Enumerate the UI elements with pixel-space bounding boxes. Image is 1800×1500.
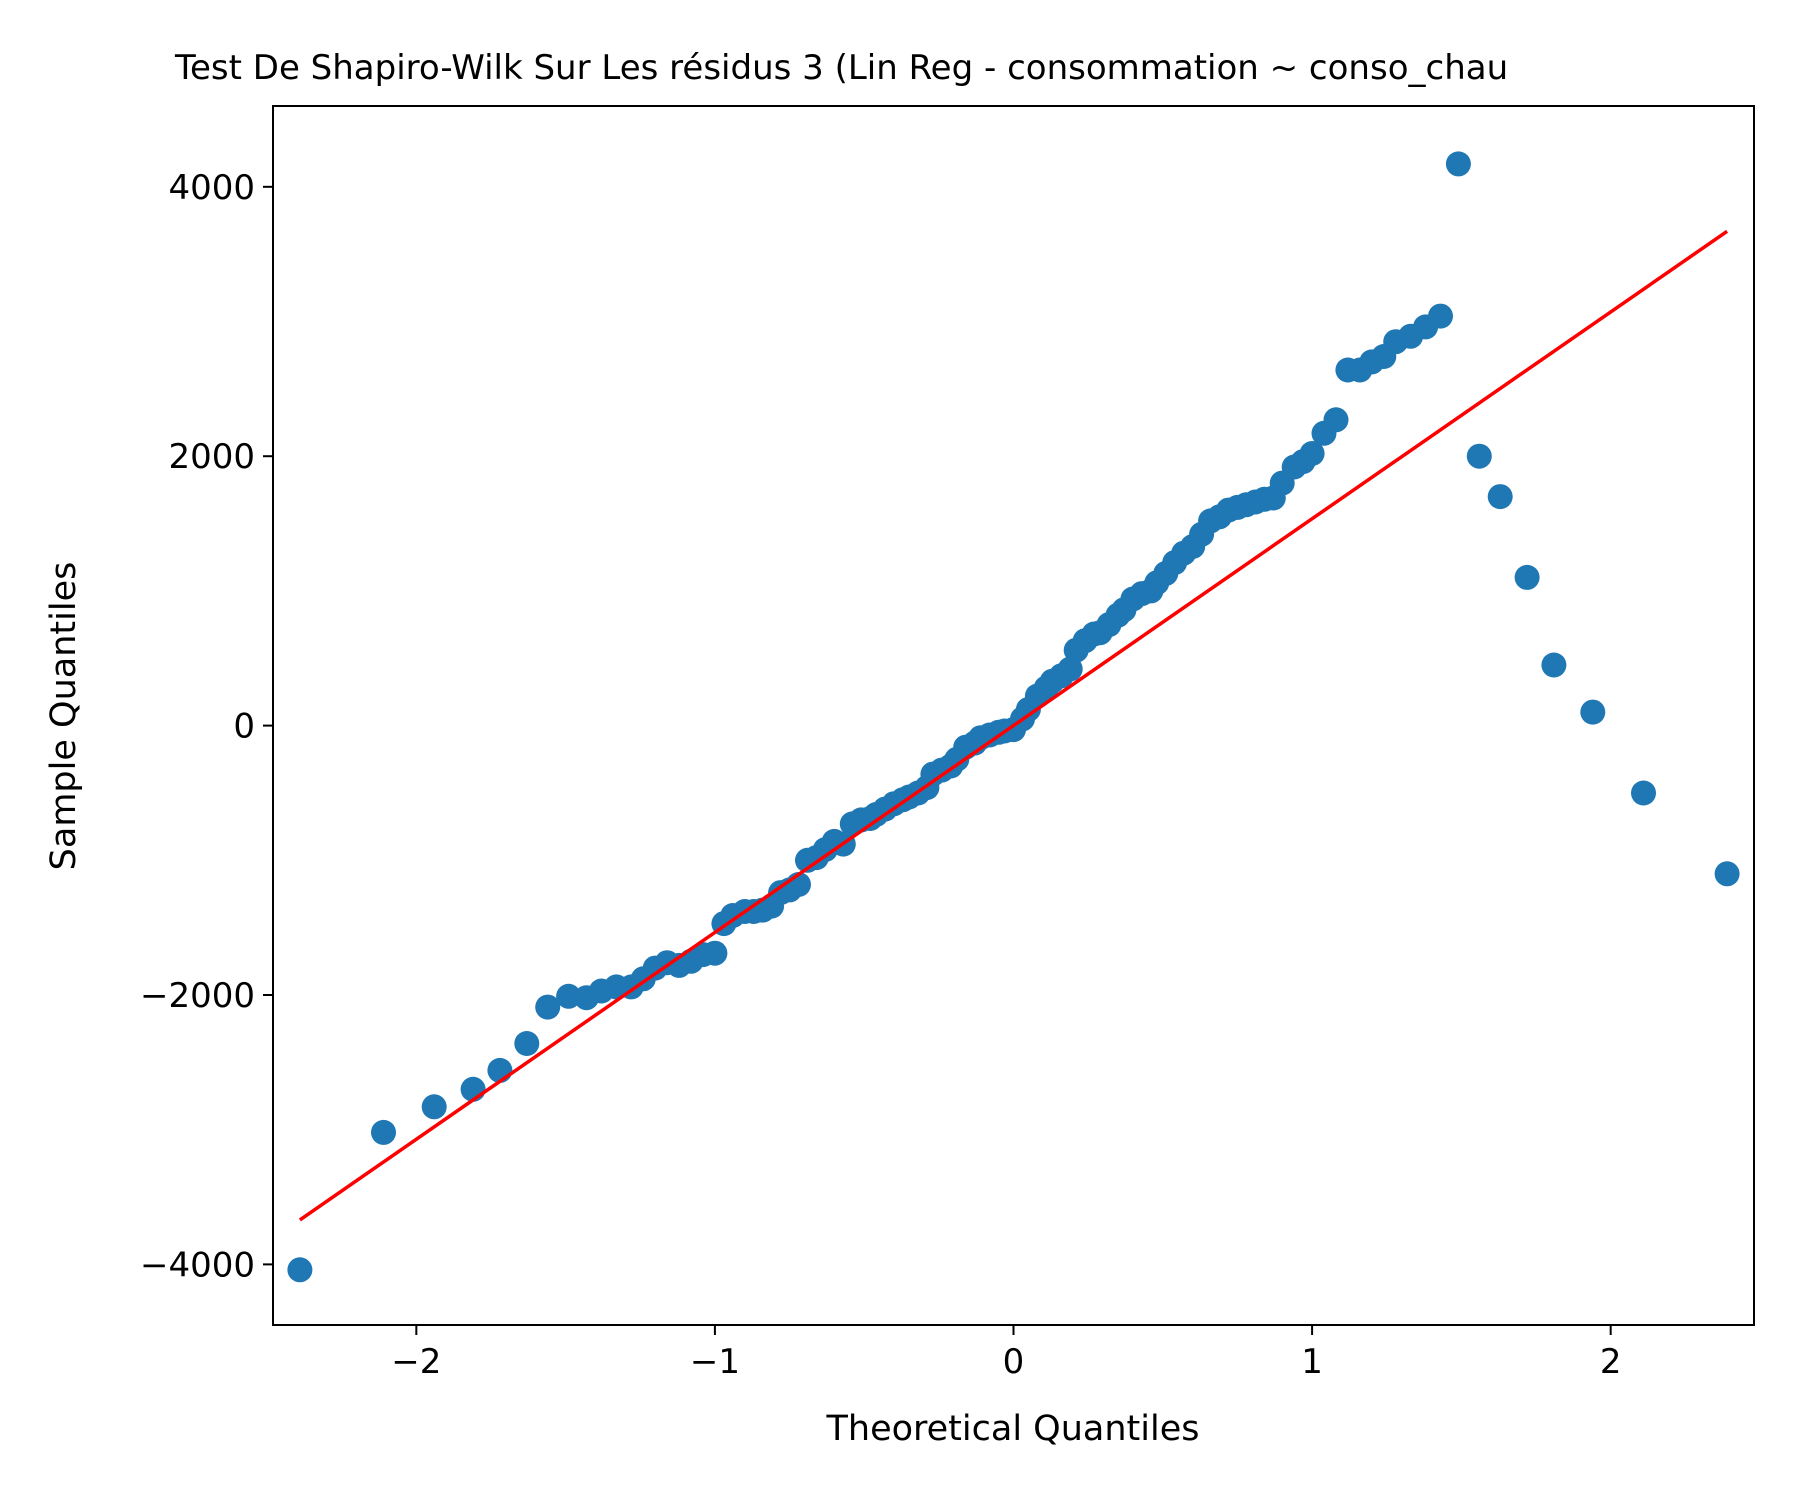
x-tick-label: 1 bbox=[1301, 1342, 1323, 1382]
x-axis-label: Theoretical Quantiles bbox=[826, 1409, 1200, 1449]
data-point bbox=[535, 994, 561, 1020]
y-tick-label: 0 bbox=[233, 707, 255, 747]
data-point bbox=[1580, 699, 1606, 725]
data-point bbox=[1514, 564, 1540, 590]
y-axis: −4000 −2000 0 2000 4000 bbox=[140, 168, 273, 1285]
data-point bbox=[1057, 656, 1083, 682]
y-axis-label: Sample Quantiles bbox=[44, 562, 84, 871]
data-point bbox=[287, 1257, 313, 1283]
x-axis: −2 −1 0 1 2 bbox=[391, 1325, 1621, 1382]
y-tick-label: −4000 bbox=[140, 1245, 255, 1285]
data-point bbox=[1487, 484, 1513, 510]
data-point bbox=[556, 983, 582, 1009]
y-tick-label: 4000 bbox=[168, 168, 255, 208]
data-point bbox=[1445, 151, 1471, 177]
sample-points bbox=[287, 151, 1740, 1283]
data-point bbox=[1323, 407, 1349, 433]
reference-line-group bbox=[298, 229, 1729, 1222]
x-tick-label: −1 bbox=[690, 1342, 740, 1382]
data-point bbox=[487, 1057, 513, 1083]
chart-title: Test De Shapiro-Wilk Sur Les résidus 3 (… bbox=[174, 48, 1508, 88]
x-tick-label: 0 bbox=[1003, 1342, 1025, 1382]
data-point bbox=[1466, 443, 1492, 469]
data-point bbox=[514, 1031, 540, 1056]
data-point bbox=[371, 1119, 396, 1145]
data-point bbox=[702, 940, 728, 966]
data-point bbox=[421, 1094, 447, 1120]
data-point bbox=[1299, 441, 1325, 466]
reference-line bbox=[298, 229, 1729, 1222]
data-point bbox=[1428, 303, 1453, 329]
x-tick-label: 2 bbox=[1600, 1342, 1622, 1382]
data-point bbox=[1541, 652, 1567, 678]
data-point bbox=[1631, 780, 1656, 806]
y-tick-label: −2000 bbox=[140, 976, 255, 1016]
data-point bbox=[1714, 861, 1740, 887]
y-tick-label: 2000 bbox=[168, 437, 255, 477]
plot-area bbox=[272, 105, 1755, 1326]
x-tick-label: −2 bbox=[391, 1342, 441, 1382]
